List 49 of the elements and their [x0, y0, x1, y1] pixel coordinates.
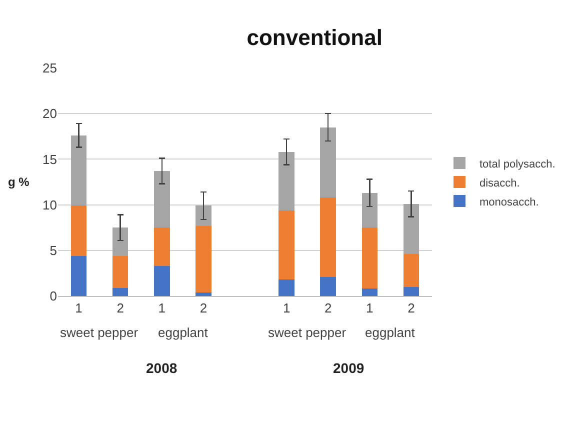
x-tick-label: 1 [158, 300, 166, 316]
bar [112, 256, 128, 288]
bar [403, 254, 420, 287]
bar [403, 204, 420, 254]
bar [320, 276, 336, 296]
bar [112, 228, 128, 256]
text: eggplant [158, 325, 208, 340]
bar [196, 226, 212, 292]
bar [70, 256, 87, 296]
y-tick-label: 10 [42, 197, 57, 212]
chart-title: conventional [246, 24, 382, 50]
legend-label: disacch. [479, 177, 520, 190]
bar [196, 206, 212, 226]
x-tick-label: 2 [324, 300, 332, 316]
x-tick-label: 1 [366, 300, 374, 316]
bar [362, 228, 378, 289]
bar [154, 171, 170, 228]
bar [154, 228, 170, 266]
bar [362, 192, 378, 228]
text: sweet pepper [60, 325, 139, 340]
x-tick-label: 2 [200, 300, 208, 316]
legend-label: monosacch. [479, 196, 539, 208]
y-tick-label: 25 [42, 60, 57, 76]
y-tick-label: 0 [50, 288, 57, 304]
text: 2008 [146, 360, 178, 376]
x-tick-label: 2 [116, 300, 124, 316]
text: sweet pepper [268, 325, 347, 340]
bar [70, 135, 87, 206]
x-tick-label: 1 [282, 300, 290, 316]
bar [362, 288, 378, 296]
bar [196, 292, 212, 296]
legend-label: total polysacch. [479, 158, 556, 170]
bar [320, 198, 336, 277]
bar [403, 286, 420, 296]
bar [112, 288, 128, 296]
x-tick-label: 1 [75, 300, 82, 316]
x-tick-label: 2 [408, 300, 415, 316]
y-axis-title: g % [8, 175, 30, 189]
y-tick-label: 5 [50, 242, 57, 258]
text: eggplant [365, 325, 416, 340]
bar [278, 152, 294, 210]
text: 2009 [333, 360, 364, 376]
bar [320, 127, 336, 198]
bar [154, 266, 170, 296]
y-tick-label: 15 [42, 152, 57, 167]
bar [278, 280, 294, 296]
bar [278, 210, 294, 280]
bar [70, 206, 87, 256]
y-tick-label: 20 [42, 106, 57, 122]
